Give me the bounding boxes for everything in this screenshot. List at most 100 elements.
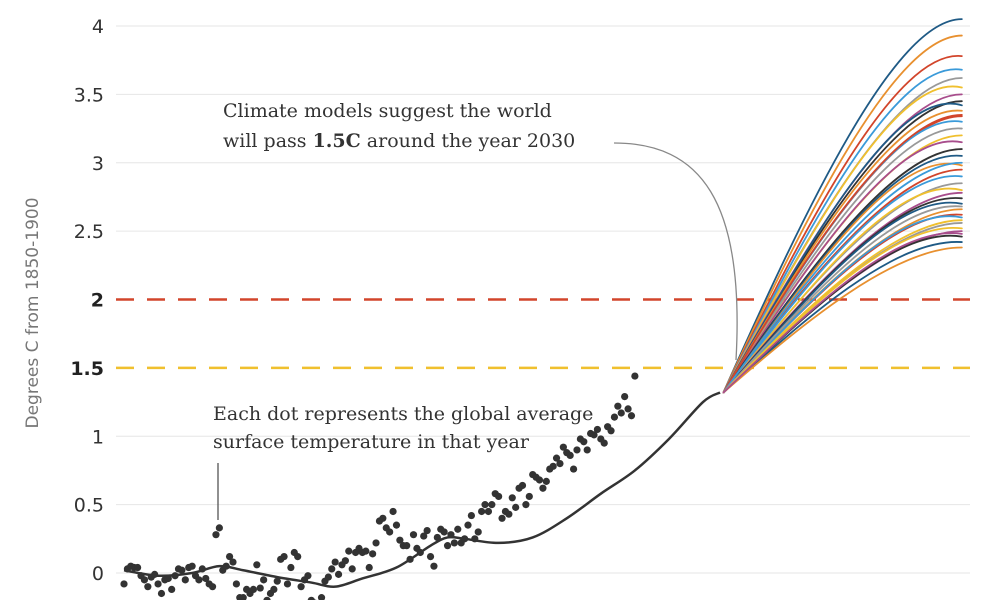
observed-dot: [120, 580, 128, 588]
model-projection-line: [722, 18, 963, 394]
model-projection-line: [722, 246, 963, 394]
observed-dot: [488, 501, 496, 509]
observed-dot: [334, 570, 343, 578]
y-axis-label: Degrees C from 1850-1900: [23, 197, 43, 428]
observed-dot: [151, 570, 159, 578]
observed-dot: [273, 577, 281, 585]
observed-dot: [208, 583, 217, 591]
observed-dot: [569, 465, 578, 473]
observed-dot: [423, 527, 431, 535]
y-tick-label: 1: [92, 426, 104, 448]
observed-dot: [593, 425, 602, 434]
observed-dot: [406, 555, 414, 563]
model-projection-line: [722, 68, 963, 394]
model-projection-line: [722, 219, 963, 394]
y-axis-ticks: 0 0.5 1 1.5 2 2.5 3 3.5 4: [70, 16, 104, 585]
observed-dot: [617, 409, 625, 417]
observed-dot: [420, 532, 428, 540]
annotation-text: Each dot represents the global average: [213, 403, 593, 425]
observed-dot: [389, 507, 397, 516]
observed-dot: [222, 562, 230, 570]
observed-dot: [447, 531, 455, 539]
model-projection-line: [722, 215, 963, 394]
observed-dot: [280, 552, 288, 561]
model-projection-line: [722, 55, 963, 394]
observed-dot: [202, 574, 210, 583]
observed-dot: [239, 594, 247, 600]
observed-dot: [215, 524, 223, 532]
observed-dot: [580, 438, 588, 446]
observed-dot: [195, 576, 203, 584]
observed-dot: [392, 521, 401, 529]
observed-dot: [443, 542, 452, 550]
model-projection-line: [722, 241, 963, 394]
model-projection-line: [722, 127, 963, 394]
observed-dot: [549, 462, 557, 470]
y-tick-label: 1.5: [70, 358, 104, 380]
observed-dot: [614, 402, 622, 410]
observed-dot: [345, 547, 353, 555]
annotation-leader-line: [613, 142, 738, 361]
observed-dot: [157, 589, 166, 598]
annotation-text: will pass 1.5C around the year 2030: [223, 130, 575, 152]
observed-dot: [249, 585, 258, 594]
observed-dot: [454, 525, 462, 533]
model-projection-line: [722, 187, 963, 394]
observed-dot: [467, 511, 475, 520]
observed-dot: [583, 446, 591, 454]
observed-dot: [229, 558, 237, 566]
observed-dot: [263, 596, 271, 600]
y-tick-label: 0.5: [74, 495, 104, 517]
observed-dot: [508, 494, 516, 502]
observed-dot: [304, 572, 312, 580]
observed-dot: [369, 550, 377, 558]
observed-dot: [253, 561, 261, 569]
observed-dot: [627, 412, 636, 420]
observed-dot: [409, 531, 418, 539]
observed-dot: [518, 481, 527, 490]
observed-dot: [362, 547, 370, 555]
observed-dot: [181, 576, 189, 584]
model-projections: [722, 18, 963, 394]
observed-dot: [522, 501, 530, 509]
observed-dot: [440, 528, 448, 536]
observed-dot: [365, 563, 373, 572]
observed-dot: [607, 427, 615, 435]
observed-dot: [168, 585, 176, 594]
observed-dot: [348, 565, 356, 573]
observed-dot: [140, 576, 149, 584]
model-projection-line: [722, 175, 963, 394]
observed-dot: [495, 492, 503, 501]
observed-dot: [212, 531, 220, 539]
observed-dot: [552, 454, 561, 462]
observed-dot: [525, 492, 533, 501]
model-projection-line: [722, 113, 963, 394]
observed-dots: [120, 372, 639, 600]
observed-dot: [256, 584, 264, 592]
model-projection-line: [722, 140, 963, 394]
y-tick-label: 2.5: [74, 221, 104, 243]
observed-dot: [621, 392, 629, 401]
observed-dot: [430, 562, 438, 570]
observed-dot: [232, 580, 240, 588]
observed-dot: [535, 476, 544, 484]
observed-dot: [396, 536, 404, 544]
y-tick-label: 3.5: [74, 84, 104, 106]
annotation-segment: will pass: [223, 130, 313, 152]
annotation-segment: around the year 2030: [361, 130, 576, 152]
observed-dot: [341, 557, 349, 565]
observed-dot: [498, 514, 506, 522]
observed-dot: [297, 583, 305, 591]
observed-dot: [556, 460, 564, 468]
observed-dot: [287, 563, 295, 572]
threshold-lines: [116, 298, 970, 370]
observed-dot: [154, 580, 162, 588]
annotations: Climate models suggest the world will pas…: [213, 100, 738, 520]
observed-dot: [566, 451, 574, 459]
observed-dot: [178, 566, 186, 574]
observed-dot: [188, 562, 196, 570]
observed-dot: [539, 484, 547, 492]
observed-dot: [600, 439, 608, 447]
observed-dot: [270, 585, 278, 594]
observed-dot: [260, 576, 268, 584]
